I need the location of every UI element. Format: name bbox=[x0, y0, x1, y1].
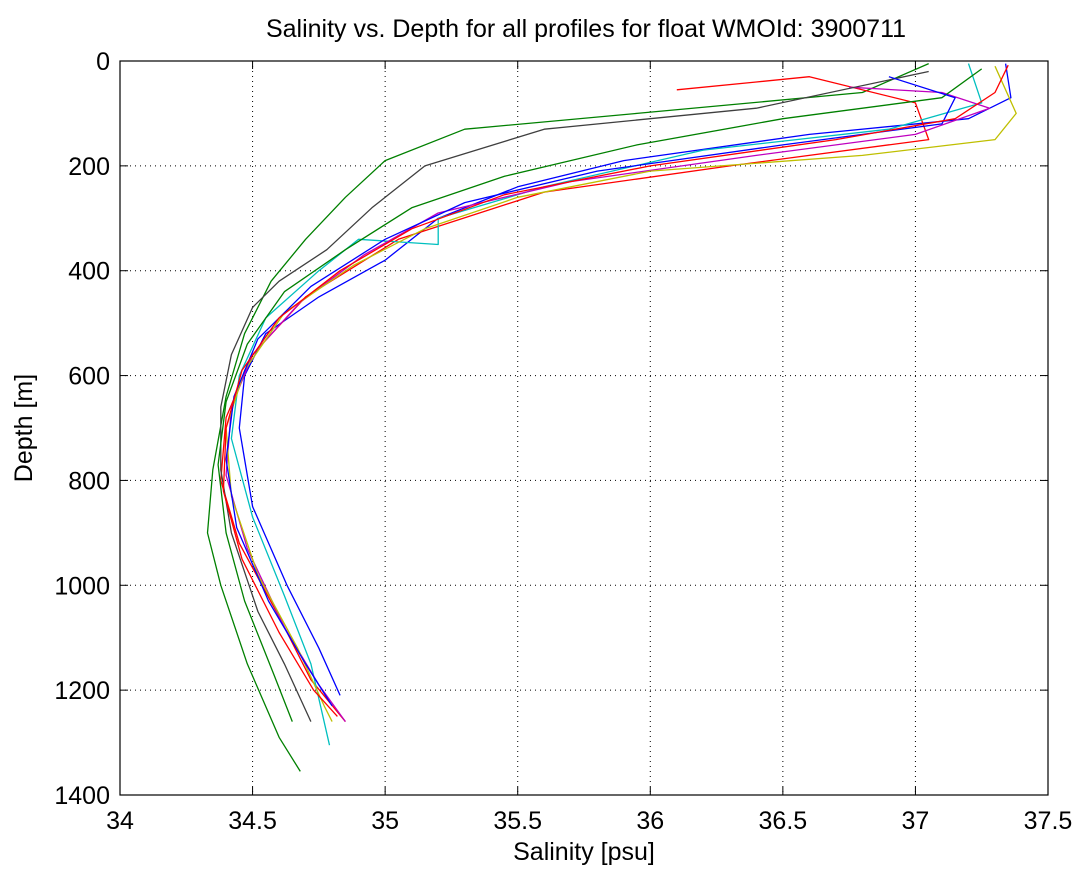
profile-line-10 bbox=[222, 64, 1009, 717]
profile-line-2 bbox=[206, 63, 929, 772]
x-axis-label: Salinity [psu] bbox=[513, 838, 655, 866]
x-tick-label: 37 bbox=[902, 807, 930, 835]
y-tick-label: 800 bbox=[68, 467, 110, 495]
y-tick-label: 600 bbox=[68, 363, 110, 391]
x-tick-label: 36.5 bbox=[759, 807, 808, 835]
series-layer bbox=[206, 63, 1017, 772]
x-tick-label: 35.5 bbox=[493, 807, 542, 835]
x-tick-label: 35 bbox=[371, 807, 399, 835]
chart-title: Salinity vs. Depth for all profiles for … bbox=[266, 15, 906, 43]
x-tick-label: 34.5 bbox=[228, 807, 277, 835]
x-tick-label: 36 bbox=[636, 807, 664, 835]
y-tick-label: 1000 bbox=[54, 572, 110, 600]
profile-line-6 bbox=[225, 65, 1017, 722]
y-axis-label: Depth [m] bbox=[10, 374, 38, 482]
profile-line-1 bbox=[238, 63, 1012, 696]
y-tick-label: 1400 bbox=[54, 782, 110, 810]
x-tick-label: 34 bbox=[106, 807, 134, 835]
y-tick-label: 0 bbox=[96, 48, 110, 76]
y-tick-label: 400 bbox=[68, 258, 110, 286]
plot-frame bbox=[119, 60, 1049, 796]
profile-line-8 bbox=[217, 68, 983, 722]
tick-layer: 34 34.5 35 35.5 36 36.5 37 37.5 0 200 400 600 800 100… bbox=[54, 48, 1072, 835]
x-tick-label: 37.5 bbox=[1024, 807, 1073, 835]
y-tick-label: 1200 bbox=[54, 677, 110, 705]
y-tick-label: 200 bbox=[68, 153, 110, 181]
profile-line-5 bbox=[225, 86, 991, 722]
profile-line-7 bbox=[220, 70, 929, 722]
